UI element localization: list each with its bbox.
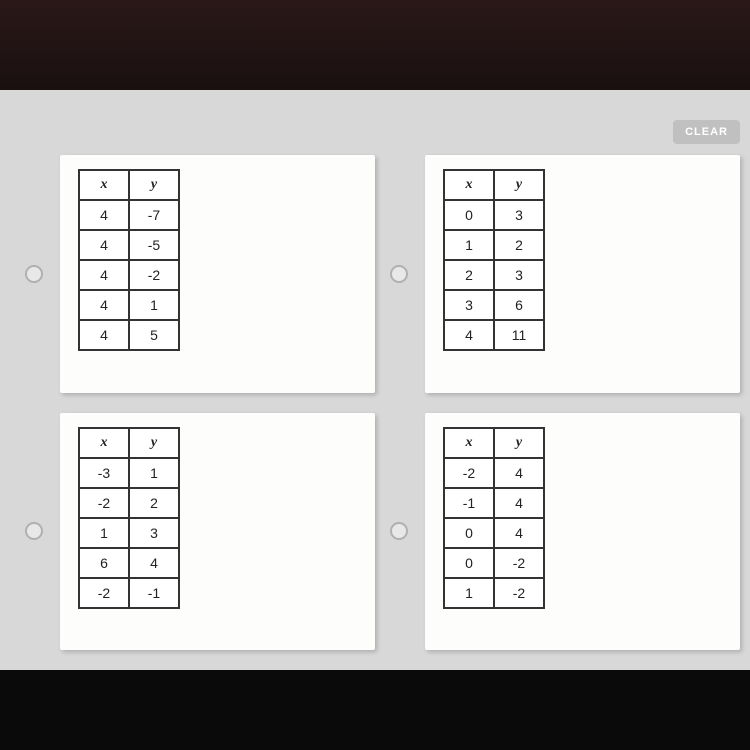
data-table-2: x y 03 12 23 36 411 — [443, 169, 545, 351]
radio-button-1[interactable] — [25, 265, 43, 283]
cell-y: 3 — [129, 518, 179, 548]
bezel-bottom — [0, 670, 750, 750]
cell-x: 4 — [79, 290, 129, 320]
cell-x: 1 — [444, 578, 494, 608]
cell-y: 11 — [494, 320, 544, 350]
cell-y: -2 — [129, 260, 179, 290]
cell-x: 4 — [444, 320, 494, 350]
cell-y: -2 — [494, 548, 544, 578]
cell-y: -2 — [494, 578, 544, 608]
cell-x: 0 — [444, 548, 494, 578]
option-card-3[interactable]: x y -31 -22 13 64 -2-1 — [60, 413, 375, 651]
cell-x: -2 — [79, 578, 129, 608]
cell-y: 4 — [494, 518, 544, 548]
cell-y: 4 — [129, 548, 179, 578]
col-header-y: y — [129, 428, 179, 458]
table-row: -14 — [444, 488, 544, 518]
table-row: 13 — [79, 518, 179, 548]
col-header-x: x — [79, 428, 129, 458]
table-row: -2-1 — [79, 578, 179, 608]
table-row: 411 — [444, 320, 544, 350]
table-row: 1-2 — [444, 578, 544, 608]
cell-x: 6 — [79, 548, 129, 578]
cell-y: 1 — [129, 290, 179, 320]
table-row: 4-7 — [79, 200, 179, 230]
cell-x: 4 — [79, 230, 129, 260]
cell-y: -1 — [129, 578, 179, 608]
table-row: 4-5 — [79, 230, 179, 260]
cell-y: 6 — [494, 290, 544, 320]
cell-x: 0 — [444, 518, 494, 548]
data-table-4: x y -24 -14 04 0-2 1-2 — [443, 427, 545, 609]
cell-x: 2 — [444, 260, 494, 290]
cell-y: 2 — [494, 230, 544, 260]
radio-button-4[interactable] — [390, 522, 408, 540]
cell-x: 1 — [79, 518, 129, 548]
table-row: 45 — [79, 320, 179, 350]
col-header-y: y — [494, 170, 544, 200]
radio-button-3[interactable] — [25, 522, 43, 540]
options-grid: x y 4-7 4-5 4-2 41 45 x — [60, 155, 740, 650]
cell-y: 4 — [494, 458, 544, 488]
cell-x: 4 — [79, 200, 129, 230]
col-header-y: y — [494, 428, 544, 458]
table-row: 36 — [444, 290, 544, 320]
col-header-y: y — [129, 170, 179, 200]
cell-x: -2 — [79, 488, 129, 518]
option-card-2[interactable]: x y 03 12 23 36 411 — [425, 155, 740, 393]
cell-y: 4 — [494, 488, 544, 518]
cell-y: 2 — [129, 488, 179, 518]
col-header-x: x — [79, 170, 129, 200]
option-card-1[interactable]: x y 4-7 4-5 4-2 41 45 — [60, 155, 375, 393]
table-row: 12 — [444, 230, 544, 260]
table-row: 23 — [444, 260, 544, 290]
bezel-top — [0, 0, 750, 90]
radio-button-2[interactable] — [390, 265, 408, 283]
option-card-4[interactable]: x y -24 -14 04 0-2 1-2 — [425, 413, 740, 651]
cell-y: 1 — [129, 458, 179, 488]
table-row: 41 — [79, 290, 179, 320]
cell-x: 1 — [444, 230, 494, 260]
table-row: 64 — [79, 548, 179, 578]
col-header-x: x — [444, 170, 494, 200]
col-header-x: x — [444, 428, 494, 458]
table-row: 4-2 — [79, 260, 179, 290]
cell-y: 5 — [129, 320, 179, 350]
data-table-3: x y -31 -22 13 64 -2-1 — [78, 427, 180, 609]
cell-x: 0 — [444, 200, 494, 230]
cell-x: -1 — [444, 488, 494, 518]
cell-x: 4 — [79, 260, 129, 290]
cell-y: 3 — [494, 260, 544, 290]
screen-content: CLEAR x y 4-7 4-5 4-2 41 45 — [0, 90, 750, 670]
table-row: 04 — [444, 518, 544, 548]
data-table-1: x y 4-7 4-5 4-2 41 45 — [78, 169, 180, 351]
table-row: -24 — [444, 458, 544, 488]
clear-button[interactable]: CLEAR — [673, 120, 740, 144]
cell-x: -3 — [79, 458, 129, 488]
table-row: 03 — [444, 200, 544, 230]
cell-x: -2 — [444, 458, 494, 488]
table-row: 0-2 — [444, 548, 544, 578]
cell-y: -7 — [129, 200, 179, 230]
cell-x: 4 — [79, 320, 129, 350]
table-row: -31 — [79, 458, 179, 488]
cell-x: 3 — [444, 290, 494, 320]
cell-y: -5 — [129, 230, 179, 260]
cell-y: 3 — [494, 200, 544, 230]
table-row: -22 — [79, 488, 179, 518]
